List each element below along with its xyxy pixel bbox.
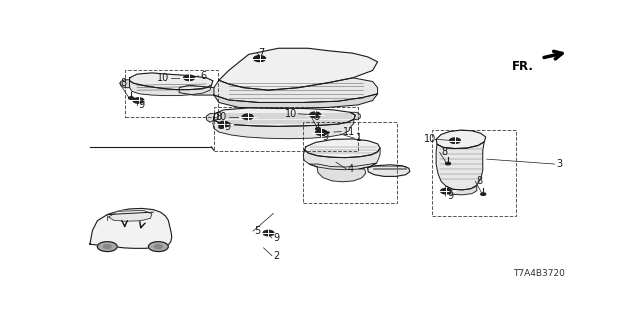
Bar [432, 130, 516, 216]
Text: 9: 9 [273, 233, 280, 243]
Bar [214, 108, 358, 150]
Circle shape [310, 112, 321, 117]
Polygon shape [207, 114, 215, 122]
Text: 1: 1 [356, 133, 362, 143]
Text: 10: 10 [157, 73, 170, 83]
Text: 5: 5 [255, 226, 261, 236]
Circle shape [449, 138, 460, 143]
Circle shape [263, 230, 274, 236]
Text: FR.: FR. [512, 60, 534, 73]
Circle shape [316, 128, 321, 130]
Text: 9: 9 [138, 100, 145, 110]
Polygon shape [213, 117, 354, 139]
Text: 2: 2 [273, 251, 280, 261]
Circle shape [129, 97, 134, 99]
Polygon shape [129, 73, 213, 90]
Polygon shape [305, 139, 380, 158]
Circle shape [440, 188, 451, 194]
Polygon shape [90, 208, 172, 248]
Polygon shape [179, 85, 214, 95]
Text: 10: 10 [285, 109, 297, 119]
Text: 8: 8 [313, 112, 319, 122]
Polygon shape [214, 78, 378, 102]
Circle shape [97, 242, 117, 252]
Polygon shape [436, 142, 484, 190]
Polygon shape [109, 210, 152, 221]
Text: 9: 9 [322, 132, 328, 142]
Circle shape [242, 114, 253, 119]
Text: 9: 9 [225, 122, 231, 132]
Polygon shape [309, 163, 376, 182]
Circle shape [154, 244, 163, 249]
Circle shape [445, 162, 451, 165]
Polygon shape [350, 112, 360, 120]
Circle shape [253, 56, 266, 61]
Polygon shape [446, 186, 477, 195]
Circle shape [316, 130, 326, 135]
Text: 3: 3 [556, 159, 563, 169]
Polygon shape [303, 148, 380, 170]
Circle shape [148, 242, 168, 252]
Text: 8: 8 [441, 147, 447, 157]
Text: 8: 8 [215, 112, 221, 122]
Text: 9: 9 [447, 191, 453, 201]
Circle shape [219, 126, 224, 128]
Text: 8: 8 [121, 78, 127, 88]
Circle shape [481, 193, 486, 195]
Circle shape [103, 244, 111, 249]
Polygon shape [214, 94, 378, 108]
Bar [125, 70, 218, 117]
Text: 4: 4 [348, 164, 354, 174]
Circle shape [218, 121, 229, 127]
Polygon shape [436, 130, 486, 148]
Text: 10: 10 [424, 134, 436, 144]
Text: 7: 7 [259, 48, 265, 58]
Polygon shape [368, 165, 410, 176]
Polygon shape [129, 81, 211, 96]
Text: 8: 8 [477, 176, 483, 186]
Text: T7A4B3720: T7A4B3720 [513, 269, 565, 278]
Bar [303, 122, 397, 204]
Circle shape [133, 98, 144, 103]
Text: 10: 10 [216, 112, 228, 122]
Text: 6: 6 [200, 71, 206, 81]
Polygon shape [219, 48, 378, 90]
Polygon shape [214, 108, 355, 126]
Circle shape [184, 75, 195, 81]
Polygon shape [121, 80, 129, 88]
Text: 11: 11 [343, 126, 355, 137]
